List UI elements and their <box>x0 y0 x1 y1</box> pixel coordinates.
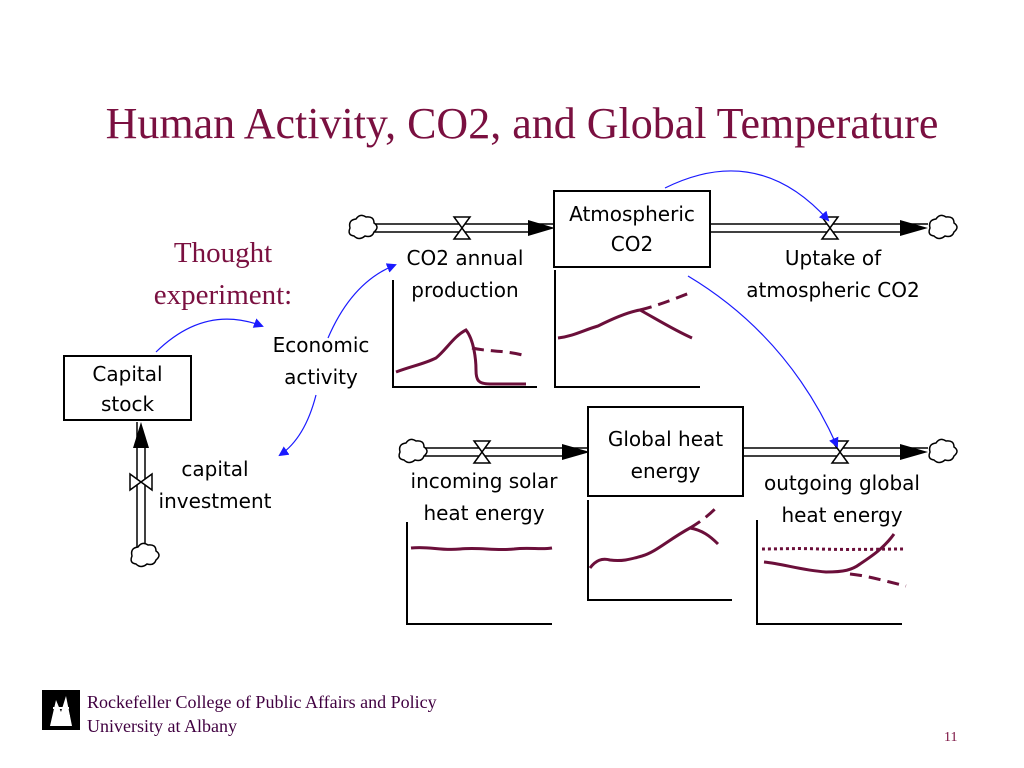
heat-outflow-pipe <box>744 444 928 460</box>
graph-axes-atmospheric-co2 <box>554 270 700 388</box>
global-heat-energy-box <box>587 406 744 497</box>
graph-axes-global-heat <box>587 500 732 601</box>
co2-annual-production-label: CO2 annual production <box>406 246 524 302</box>
outgoing-global-heat-label: outgoing global heat energy <box>764 471 920 527</box>
thought-line-2: experiment: <box>153 279 293 311</box>
solar-heat-valve <box>472 440 492 464</box>
graph-axes-solar-heat <box>406 522 552 625</box>
graph-axes-outgoing-heat <box>756 520 902 625</box>
footer-college-name: Rockefeller College of Public Affairs an… <box>87 692 437 712</box>
footer-university-name: University at Albany <box>87 716 237 736</box>
uptake-atmospheric-co2-label: Uptake of atmospheric CO2 <box>746 246 920 302</box>
capital-investment-label: capital investment <box>158 457 272 513</box>
cloud-sink-co2 <box>928 214 958 240</box>
capital-stock-box <box>63 355 192 421</box>
cloud-sink-heat <box>928 438 958 464</box>
cloud-source-heat <box>398 438 428 464</box>
graph-curves-global-heat <box>588 506 720 569</box>
graph-curves-outgoing-heat <box>761 533 907 588</box>
graph-curves-solar-heat <box>410 546 553 552</box>
link-economic-to-co2-production <box>327 263 397 339</box>
graph-curves-co2-production <box>395 328 527 386</box>
co2-production-valve <box>452 216 472 240</box>
thought-experiment-label: Thought experiment: <box>128 232 318 316</box>
co2-uptake-valve <box>820 216 840 240</box>
capital-stock-label: Capital stock <box>92 362 163 416</box>
co2-outflow-pipe <box>710 220 928 236</box>
link-economic-to-investment <box>278 394 317 457</box>
page-number: 11 <box>944 730 958 745</box>
slide-title: Human Activity, CO2, and Global Temperat… <box>105 99 939 148</box>
link-co2-to-uptake <box>664 170 830 222</box>
university-logo-icon <box>42 690 80 730</box>
cloud-source-co2 <box>348 214 378 240</box>
link-co2-to-outgoing-heat <box>687 275 839 448</box>
link-capital-to-economic <box>155 318 264 353</box>
atmospheric-co2-label: Atmospheric CO2 <box>569 202 695 256</box>
thought-line-1: Thought <box>173 237 273 269</box>
economic-activity-label: Economic activity <box>272 333 370 389</box>
graph-axes-co2-production <box>392 280 537 388</box>
heat-inflow-pipe <box>422 444 590 460</box>
outgoing-heat-valve <box>830 440 850 464</box>
incoming-solar-heat-label: incoming solar heat energy <box>410 469 558 525</box>
global-heat-energy-label: Global heat energy <box>607 427 724 483</box>
capital-investment-valve <box>129 472 153 492</box>
graph-curves-atmospheric-co2 <box>557 290 693 340</box>
cloud-source-capital <box>130 542 160 568</box>
atmospheric-co2-box <box>553 190 711 268</box>
